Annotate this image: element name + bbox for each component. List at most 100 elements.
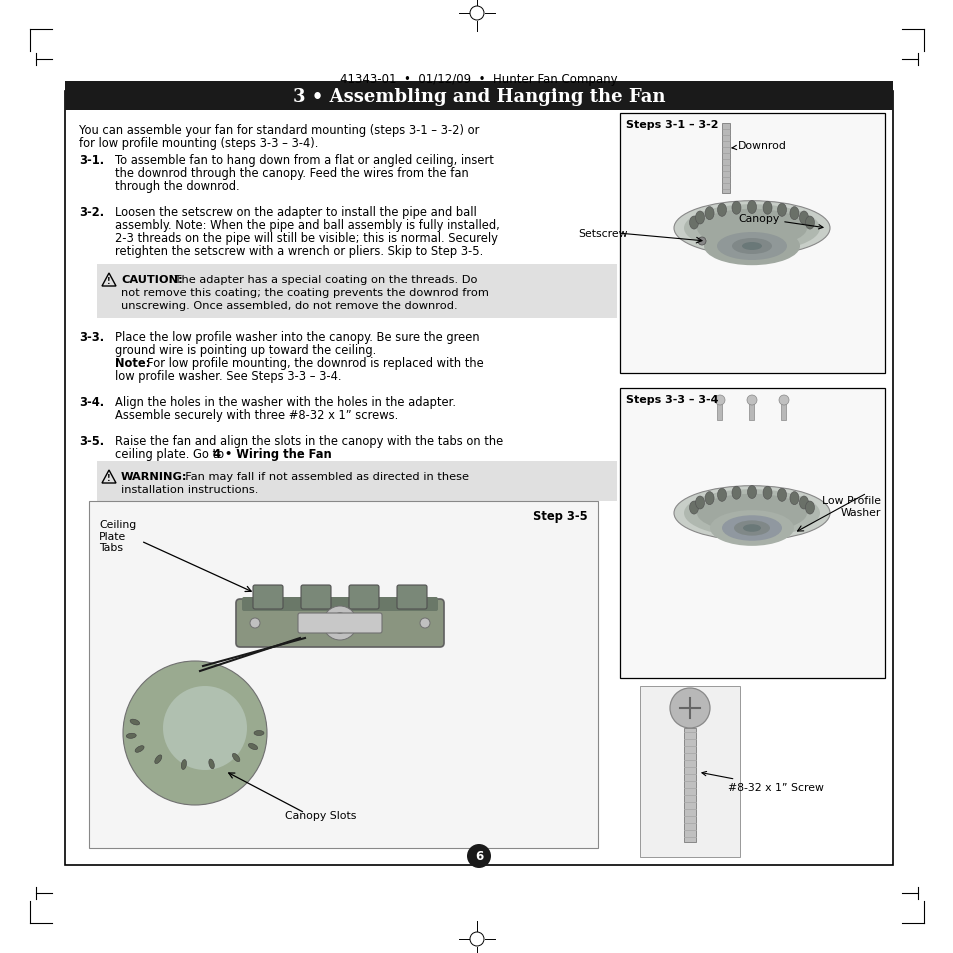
Text: Steps 3-3 – 3-4: Steps 3-3 – 3-4 [625,395,718,405]
Ellipse shape [777,489,785,502]
Ellipse shape [741,243,761,251]
Text: 41343-01  •  01/12/09  •  Hunter Fan Company: 41343-01 • 01/12/09 • Hunter Fan Company [340,73,618,87]
Bar [749,400,754,420]
Text: the downrod through the canopy. Feed the wires from the fan: the downrod through the canopy. Feed the… [115,167,468,180]
FancyBboxPatch shape [301,585,331,609]
Ellipse shape [689,217,698,230]
Text: Raise the fan and align the slots in the canopy with the tabs on the: Raise the fan and align the slots in the… [115,435,503,448]
Ellipse shape [717,489,726,502]
Ellipse shape [721,516,781,541]
Circle shape [335,618,345,628]
Ellipse shape [777,204,785,217]
Text: through the downrod.: through the downrod. [115,180,239,193]
Bar [717,400,721,420]
FancyBboxPatch shape [242,598,437,612]
FancyBboxPatch shape [235,599,443,647]
Ellipse shape [697,210,806,248]
Bar [97,461,617,501]
Ellipse shape [233,754,239,761]
Ellipse shape [673,201,829,256]
Text: Assemble securely with three #8-32 x 1” screws.: Assemble securely with three #8-32 x 1” … [115,409,397,421]
Text: WARNING:: WARNING: [121,472,188,481]
Text: !: ! [107,474,111,482]
Text: #8-32 x 1” Screw: #8-32 x 1” Screw [701,772,823,792]
Text: For low profile mounting, the downrod is replaced with the: For low profile mounting, the downrod is… [147,356,483,370]
Ellipse shape [697,495,806,533]
Ellipse shape [799,212,807,225]
Bar [639,686,740,857]
Text: 2-3 threads on the pipe will still be visible; this is normal. Securely: 2-3 threads on the pipe will still be vi… [115,232,497,245]
Circle shape [330,614,350,634]
Ellipse shape [704,208,714,220]
Text: Align the holes in the washer with the holes in the adapter.: Align the holes in the washer with the h… [115,395,456,409]
Circle shape [669,688,709,728]
Ellipse shape [717,233,786,261]
Bar [619,113,884,374]
Text: Fan may fall if not assembled as directed in these: Fan may fall if not assembled as directe… [178,472,469,481]
Text: 3-5.: 3-5. [79,435,104,448]
Text: !: ! [107,276,111,286]
Text: Ceiling
Plate
Tabs: Ceiling Plate Tabs [99,519,136,553]
Ellipse shape [209,760,214,769]
Ellipse shape [804,217,814,230]
Text: Note:: Note: [115,356,150,370]
Circle shape [419,618,430,628]
Ellipse shape [704,492,714,505]
Text: Place the low profile washer into the canopy. Be sure the green: Place the low profile washer into the ca… [115,331,479,344]
Circle shape [131,669,258,797]
Bar [65,91,892,865]
Text: Low Profile
Washer: Low Profile Washer [821,496,880,517]
Circle shape [163,686,247,770]
Ellipse shape [789,492,798,505]
Ellipse shape [747,486,756,499]
Text: 3-1.: 3-1. [79,153,104,167]
Ellipse shape [703,228,800,266]
Text: Steps 3-1 – 3-2: Steps 3-1 – 3-2 [625,120,718,130]
Ellipse shape [717,204,726,217]
Text: Canopy Slots: Canopy Slots [285,810,356,821]
Ellipse shape [126,734,136,739]
Circle shape [698,237,705,246]
Ellipse shape [731,202,740,215]
Text: 3-4.: 3-4. [79,395,104,409]
Ellipse shape [804,501,814,515]
Text: Downrod: Downrod [731,141,786,151]
Bar [683,728,696,842]
Text: You can assemble your fan for standard mounting (steps 3-1 – 3-2) or: You can assemble your fan for standard m… [79,124,478,137]
Bar [89,501,598,848]
Circle shape [323,606,356,640]
Text: assembly. Note: When the pipe and ball assembly is fully installed,: assembly. Note: When the pipe and ball a… [115,219,499,232]
Circle shape [779,395,788,406]
Circle shape [714,395,724,406]
Bar [619,389,884,679]
Ellipse shape [709,511,793,546]
Bar [781,400,785,420]
Text: To assemble fan to hang down from a flat or angled ceiling, insert: To assemble fan to hang down from a flat… [115,153,494,167]
Bar [65,82,892,111]
Text: unscrewing. Once assembled, do not remove the downrod.: unscrewing. Once assembled, do not remov… [121,301,457,311]
Text: for low profile mounting (steps 3-3 – 3-4).: for low profile mounting (steps 3-3 – 3-… [79,137,318,150]
Text: ceiling plate. Go to: ceiling plate. Go to [115,448,228,460]
Ellipse shape [789,208,798,220]
Ellipse shape [248,743,257,750]
Circle shape [141,679,249,787]
Ellipse shape [747,201,756,214]
Text: not remove this coating; the coating prevents the downrod from: not remove this coating; the coating pre… [121,288,488,297]
Text: 3 • Assembling and Hanging the Fan: 3 • Assembling and Hanging the Fan [293,88,664,106]
Ellipse shape [742,524,760,533]
Ellipse shape [799,497,807,510]
Text: 3-3.: 3-3. [79,331,104,344]
Ellipse shape [130,720,139,725]
Ellipse shape [695,212,704,225]
Text: Step 3-5: Step 3-5 [533,510,587,522]
Text: 6: 6 [475,850,482,862]
Ellipse shape [731,239,771,254]
Ellipse shape [733,520,769,537]
Ellipse shape [762,202,771,215]
Text: installation instructions.: installation instructions. [121,484,258,495]
Text: Setscrew: Setscrew [578,229,627,239]
FancyBboxPatch shape [253,585,283,609]
Text: The adapter has a special coating on the threads. Do: The adapter has a special coating on the… [171,274,477,285]
Circle shape [250,618,260,628]
Text: Canopy: Canopy [738,213,822,230]
